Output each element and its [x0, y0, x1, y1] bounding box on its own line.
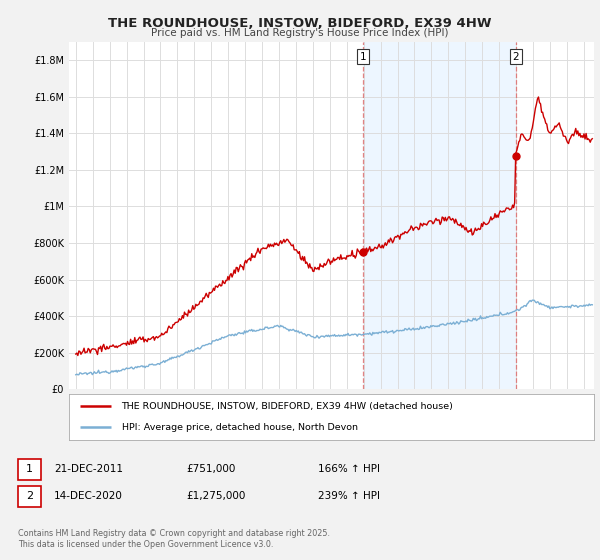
Text: HPI: Average price, detached house, North Devon: HPI: Average price, detached house, Nort… [121, 423, 358, 432]
Text: 1: 1 [26, 464, 33, 474]
Text: THE ROUNDHOUSE, INSTOW, BIDEFORD, EX39 4HW (detached house): THE ROUNDHOUSE, INSTOW, BIDEFORD, EX39 4… [121, 402, 454, 410]
Bar [363, 42, 515, 389]
Text: 239% ↑ HPI: 239% ↑ HPI [318, 491, 380, 501]
Text: 1: 1 [360, 52, 367, 62]
Text: Price paid vs. HM Land Registry's House Price Index (HPI): Price paid vs. HM Land Registry's House … [151, 28, 449, 38]
Text: £1,275,000: £1,275,000 [186, 491, 245, 501]
Text: 14-DEC-2020: 14-DEC-2020 [54, 491, 123, 501]
Text: 166% ↑ HPI: 166% ↑ HPI [318, 464, 380, 474]
Text: 2: 2 [26, 491, 33, 501]
Text: Contains HM Land Registry data © Crown copyright and database right 2025.
This d: Contains HM Land Registry data © Crown c… [18, 529, 330, 549]
Text: 21-DEC-2011: 21-DEC-2011 [54, 464, 123, 474]
Text: 2: 2 [512, 52, 519, 62]
Text: £751,000: £751,000 [186, 464, 235, 474]
Text: THE ROUNDHOUSE, INSTOW, BIDEFORD, EX39 4HW: THE ROUNDHOUSE, INSTOW, BIDEFORD, EX39 4… [108, 17, 492, 30]
